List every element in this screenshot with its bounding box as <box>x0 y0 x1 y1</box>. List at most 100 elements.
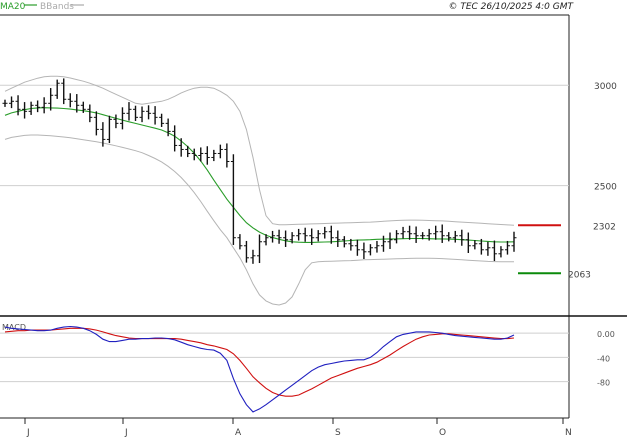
ohlc-bar <box>439 224 445 243</box>
ohlc-bar <box>263 234 269 246</box>
ohlc-bar <box>328 225 334 244</box>
ohlc-bar <box>420 232 426 240</box>
ohlc-bar <box>61 78 67 105</box>
ohlc-bar <box>276 229 282 244</box>
ohlc-bar <box>413 226 419 243</box>
ma20-line <box>4 107 515 243</box>
ohlc-bar <box>348 238 354 251</box>
ohlc-bar <box>511 231 517 252</box>
ohlc-bar <box>289 232 295 244</box>
macd-y-axis: 0.00 -40 -80 <box>597 330 615 387</box>
ohlc-bar <box>165 118 171 137</box>
ohlc-bar <box>341 236 347 248</box>
ohlc-bar <box>243 240 249 263</box>
ohlc-bar <box>126 102 132 121</box>
resistance-label: 2302 <box>593 222 616 232</box>
macd-line <box>4 325 515 413</box>
price-y-tick-label: 3000 <box>594 82 617 92</box>
ohlc-bar <box>250 249 256 264</box>
support-label: 2063 <box>568 270 591 280</box>
ohlc-bar <box>354 239 360 256</box>
ohlc-bar <box>54 79 60 99</box>
ohlc-bar <box>491 240 497 262</box>
ohlc-bar <box>9 96 15 109</box>
ohlc-bars <box>2 78 517 264</box>
ohlc-bar <box>224 143 230 168</box>
ohlc-bar <box>485 241 491 256</box>
ohlc-bar <box>152 106 158 125</box>
macd-title: MACD <box>2 323 26 332</box>
ohlc-bar <box>433 225 439 240</box>
ohlc-bar <box>67 93 73 108</box>
ohlc-bar <box>159 113 165 127</box>
macd-panel: MACD 0.00 -40 -80 <box>0 323 615 413</box>
ohlc-bar <box>80 101 86 113</box>
ohlc-bar <box>309 228 315 245</box>
ohlc-bar <box>211 149 217 162</box>
x-tick-label: N <box>565 428 572 438</box>
ohlc-bar <box>452 230 458 243</box>
ohlc-bar <box>374 240 380 253</box>
ohlc-bar <box>74 94 80 113</box>
ohlc-bar <box>478 238 484 255</box>
ohlc-bar <box>198 147 204 162</box>
ohlc-bar <box>302 227 308 242</box>
ohlc-bar <box>407 225 413 240</box>
macd-y-tick-label: -80 <box>597 379 610 388</box>
ohlc-bar <box>446 232 452 242</box>
ohlc-bar <box>133 105 139 121</box>
x-tick-label: J <box>26 428 30 438</box>
ohlc-bar <box>35 100 41 113</box>
macd-y-tick-label: -40 <box>597 354 610 363</box>
macd-lines <box>4 325 515 413</box>
price-y-tick-label: 2500 <box>594 183 617 193</box>
ohlc-bar <box>380 235 386 252</box>
ohlc-bar <box>426 228 432 241</box>
ohlc-bar <box>498 246 504 258</box>
copyright-notice: © TEC 26/10/2025 4:0 GMT <box>448 2 574 12</box>
legend-bbands: BBands <box>40 2 74 12</box>
ohlc-bar <box>2 99 8 107</box>
chart-legend: MA20 BBands <box>0 2 84 12</box>
ohlc-bar <box>22 102 28 119</box>
ohlc-bar <box>459 229 465 246</box>
ohlc-bar <box>394 230 400 244</box>
legend-ma20: MA20 <box>0 2 26 12</box>
ohlc-bar <box>217 144 223 159</box>
ohlc-bar <box>178 138 184 157</box>
price-gridlines <box>0 84 569 187</box>
ohlc-bar <box>230 154 236 245</box>
ohlc-bar <box>139 106 145 123</box>
ohlc-bar <box>296 228 302 241</box>
ohlc-bar <box>283 230 289 247</box>
ohlc-bar <box>270 230 276 243</box>
ohlc-bar <box>113 114 119 129</box>
ohlc-bar <box>322 226 328 239</box>
ohlc-bar <box>87 104 93 123</box>
signal-line <box>4 327 515 397</box>
x-tick-label: J <box>124 428 128 438</box>
ohlc-bar <box>257 234 262 264</box>
bollinger-bands <box>4 75 515 306</box>
ohlc-bar <box>28 101 34 115</box>
ohlc-bar <box>472 240 478 250</box>
ohlc-bar <box>93 111 99 136</box>
ma20-path <box>4 107 515 243</box>
ohlc-bar <box>119 107 125 130</box>
x-tick-label: A <box>235 428 242 438</box>
price-panel: 2302 2063 3000 2500 <box>0 14 617 418</box>
ohlc-bar <box>237 234 243 250</box>
ohlc-bar <box>387 232 393 249</box>
price-levels: 2302 2063 <box>518 222 616 280</box>
x-tick-label: O <box>439 428 446 438</box>
bband-lower <box>4 134 514 306</box>
ohlc-bar <box>41 97 47 114</box>
bband-upper <box>4 75 515 226</box>
x-tick-label: S <box>335 428 341 438</box>
ohlc-bar <box>361 242 367 260</box>
ohlc-bar <box>15 95 21 116</box>
ohlc-bar <box>315 230 321 242</box>
ohlc-bar <box>172 125 178 152</box>
